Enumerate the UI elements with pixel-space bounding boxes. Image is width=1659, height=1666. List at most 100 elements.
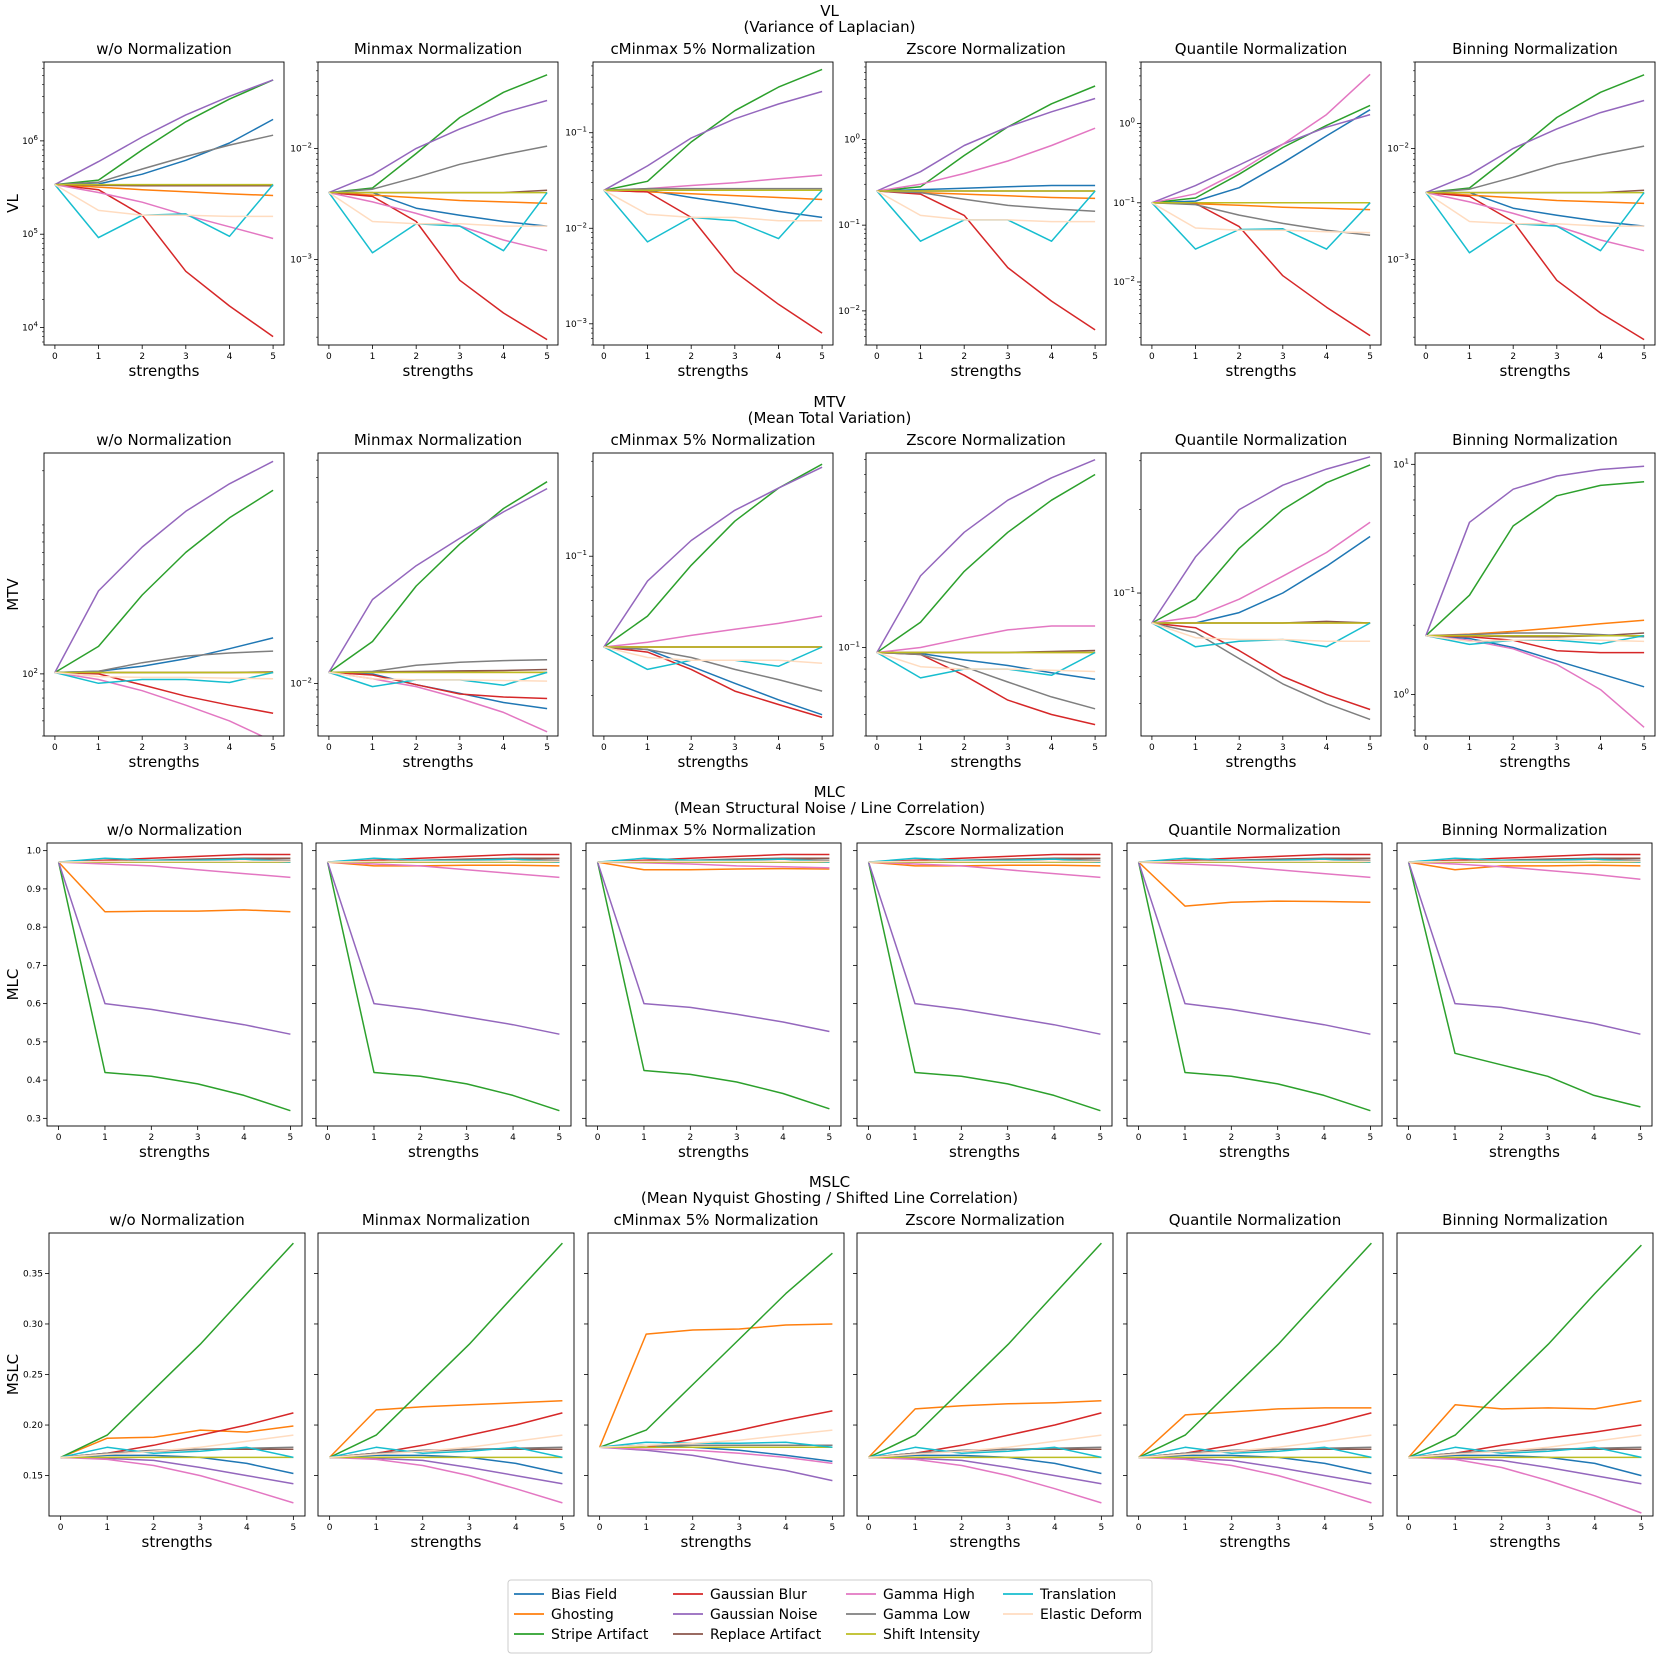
legend-item-gaussian-blur: Gaussian Blur bbox=[673, 1587, 807, 1603]
y-tick-base: 10 bbox=[1119, 120, 1131, 130]
panel-title: Binning Normalization bbox=[1442, 1211, 1608, 1229]
panel-title: Quantile Normalization bbox=[1169, 1211, 1341, 1229]
series-line-ghosting bbox=[54, 183, 274, 197]
series-group bbox=[868, 1242, 1102, 1504]
x-tick-label: 0 bbox=[1406, 1133, 1412, 1143]
row-subtitle: (Variance of Laplacian) bbox=[743, 18, 915, 36]
x-tick-label: 4 bbox=[227, 352, 233, 362]
y-tick-base: 10 bbox=[290, 144, 302, 154]
x-tick-label: 5 bbox=[1092, 352, 1098, 362]
y-tick-label: 10−3 bbox=[290, 253, 312, 266]
y-tick-exponent: −2 bbox=[1399, 141, 1409, 149]
panel-title: w/o Normalization bbox=[109, 1211, 245, 1229]
panel-title: Minmax Normalization bbox=[354, 431, 522, 449]
x-tick-label: 1 bbox=[641, 1133, 647, 1143]
x-tick-label: 3 bbox=[1554, 743, 1560, 753]
x-axis-label: strengths bbox=[403, 753, 474, 771]
legend-item-gaussian-noise: Gaussian Noise bbox=[673, 1607, 818, 1623]
y-tick-label: 0.30 bbox=[23, 1320, 43, 1330]
y-tick-exponent: −2 bbox=[1125, 275, 1135, 283]
series-line-gaussian-noise bbox=[876, 97, 1096, 192]
panel-title: Quantile Normalization bbox=[1175, 431, 1347, 449]
series-line-gamma-high bbox=[54, 183, 274, 240]
panel-frame bbox=[1414, 452, 1656, 737]
y-tick-exponent: −3 bbox=[302, 253, 312, 261]
series-line-gaussian-noise bbox=[1137, 861, 1371, 1035]
series-line-gamma-low bbox=[328, 145, 548, 194]
x-tick-label: 2 bbox=[687, 1133, 693, 1143]
series-line-gamma-low bbox=[876, 651, 1096, 710]
panel-frame bbox=[865, 452, 1107, 737]
x-tick-label: 5 bbox=[557, 1133, 563, 1143]
x-tick-label: 3 bbox=[1280, 743, 1286, 753]
series-line-elastic-deform bbox=[603, 646, 823, 664]
series-line-gamma-high bbox=[1425, 634, 1645, 728]
panel-frame bbox=[856, 842, 1113, 1127]
series-line-gamma-high bbox=[54, 671, 264, 736]
y-tick-base: 10 bbox=[838, 307, 850, 317]
chart-row-vl: VL(Variance of Laplacian)VLw/o Normaliza… bbox=[4, 2, 1656, 380]
x-tick-label: 2 bbox=[688, 352, 694, 362]
y-tick-exponent: 1 bbox=[1405, 457, 1409, 465]
panel-frame bbox=[592, 452, 834, 737]
x-axis-label: strengths bbox=[1490, 1533, 1561, 1551]
series-line-bias-field bbox=[1425, 191, 1645, 227]
legend-label: Stripe Artifact bbox=[551, 1627, 649, 1643]
series-group bbox=[54, 460, 274, 736]
x-tick-label: 5 bbox=[1367, 352, 1373, 362]
x-tick-label: 5 bbox=[1092, 743, 1098, 753]
series-line-gaussian-noise bbox=[1408, 1456, 1642, 1485]
panel-frame bbox=[43, 452, 285, 737]
x-axis-label: strengths bbox=[139, 1143, 210, 1161]
series-line-gaussian-noise bbox=[328, 487, 548, 673]
x-tick-label: 1 bbox=[912, 1133, 918, 1143]
panel-3: cMinmax 5% Normalization 0 1 2 3 4 5 strengths 1… bbox=[565, 40, 834, 380]
x-tick-label: 4 bbox=[501, 352, 507, 362]
series-line-gaussian-noise bbox=[596, 861, 830, 1033]
x-tick-label: 5 bbox=[1641, 743, 1647, 753]
series-group bbox=[328, 74, 548, 341]
y-tick-base: 10 bbox=[838, 221, 850, 231]
x-axis-label: strengths bbox=[129, 362, 200, 380]
series-line-stripe-artifact bbox=[867, 861, 1101, 1112]
series-line-stripe-artifact bbox=[1425, 481, 1645, 637]
x-axis-label: strengths bbox=[951, 753, 1022, 771]
series-line-ghosting bbox=[327, 861, 560, 867]
x-axis-label: strengths bbox=[951, 362, 1022, 380]
panel-frame bbox=[317, 1232, 575, 1517]
x-tick-label: 0 bbox=[874, 743, 880, 753]
series-line-elastic-deform bbox=[876, 651, 1096, 673]
legend-label: Replace Artifact bbox=[710, 1627, 822, 1643]
panel-frame bbox=[1396, 842, 1653, 1127]
y-tick-label: 10−1 bbox=[565, 126, 587, 139]
y-tick-label: 1.0 bbox=[27, 847, 42, 857]
y-tick-exponent: −1 bbox=[577, 126, 587, 134]
x-tick-label: 2 bbox=[413, 743, 419, 753]
series-line-translation bbox=[1151, 622, 1371, 648]
row-subtitle: (Mean Total Variation) bbox=[748, 409, 912, 427]
x-axis-label: strengths bbox=[1500, 362, 1571, 380]
row-title: MTV bbox=[813, 393, 846, 411]
panel-2: Minmax Normalization 0 1 2 3 4 5 strengths bbox=[314, 1211, 575, 1551]
series-line-bias-field bbox=[54, 637, 274, 674]
series-line-gaussian-noise bbox=[1425, 465, 1645, 636]
panel-frame bbox=[315, 842, 572, 1127]
row-ylabel: MTV bbox=[4, 578, 22, 611]
x-tick-label: 3 bbox=[183, 352, 189, 362]
x-tick-label: 0 bbox=[58, 1523, 64, 1533]
x-tick-label: 5 bbox=[1638, 1133, 1644, 1143]
series-line-gamma-high bbox=[329, 1456, 563, 1504]
legend-label: Shift Intensity bbox=[883, 1627, 980, 1643]
panel-title: Zscore Normalization bbox=[905, 821, 1065, 839]
series-group bbox=[598, 1252, 833, 1482]
x-axis-label: strengths bbox=[678, 1143, 749, 1161]
series-line-elastic-deform bbox=[58, 860, 291, 863]
series-line-gamma-high bbox=[328, 191, 548, 252]
panel-title: cMinmax 5% Normalization bbox=[613, 1211, 818, 1229]
series-group bbox=[1138, 1242, 1372, 1504]
y-tick-base: 10 bbox=[1393, 690, 1405, 700]
series-line-stripe-artifact bbox=[868, 1242, 1102, 1459]
x-tick-label: 5 bbox=[559, 1523, 565, 1533]
series-line-gamma-high bbox=[868, 861, 1101, 879]
